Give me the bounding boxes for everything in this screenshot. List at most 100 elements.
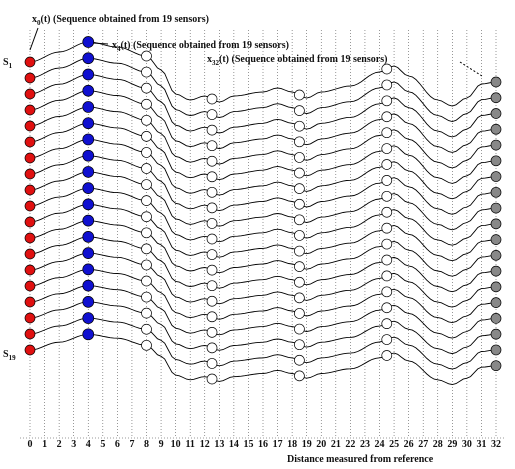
sensor-dot <box>381 254 393 266</box>
sensor-dot <box>141 98 152 110</box>
sensor-dot <box>141 243 152 255</box>
sensor-dot <box>490 360 502 372</box>
sensor-dot <box>206 155 218 167</box>
curve <box>29 57 497 122</box>
tick-label: 12 <box>200 439 210 450</box>
tick-label: 0 <box>28 439 33 450</box>
sensor-dot <box>294 214 305 226</box>
tick-label: 9 <box>159 439 164 450</box>
dots <box>24 36 502 385</box>
sensor-dot <box>206 311 218 323</box>
tick-label: 20 <box>316 439 326 450</box>
sensor-dot <box>294 167 305 179</box>
sensor-dot <box>206 124 218 136</box>
sensor-dot <box>294 323 305 335</box>
sensor-dot <box>141 50 152 62</box>
sensor-dot <box>141 259 152 271</box>
sensor-dot <box>381 270 393 282</box>
curve <box>29 171 497 231</box>
subscript: 1 <box>9 62 13 70</box>
sensor-label: S19 <box>3 349 16 362</box>
symbol: x <box>207 54 212 65</box>
curve <box>29 122 497 184</box>
tick-label: 23 <box>360 439 370 450</box>
sensor-dot <box>82 101 95 113</box>
sensor-dot <box>381 238 393 250</box>
tick-label: 2 <box>57 439 62 450</box>
sensor-dot <box>381 79 393 91</box>
sensor-dot <box>294 292 305 304</box>
sensor-dot <box>24 280 36 292</box>
symbol: x <box>32 14 37 25</box>
sensor-dot <box>24 216 36 228</box>
sensor-dot <box>141 291 152 303</box>
tick-label: 32 <box>491 439 501 450</box>
sensor-dot <box>24 248 36 260</box>
sensor-dot <box>141 163 152 174</box>
sensor-dot <box>24 152 36 164</box>
sensor-dot <box>490 281 502 293</box>
sensor-dot <box>490 155 502 167</box>
sensor-dot <box>206 264 218 276</box>
arrows <box>29 27 483 77</box>
tick-label: 17 <box>273 439 283 450</box>
arrow <box>459 61 483 77</box>
sensor-dot <box>381 95 393 107</box>
subscript: 4 <box>117 45 121 53</box>
sensor-dot <box>141 211 152 223</box>
sensor-dot <box>24 344 36 356</box>
annotation-text: (t) (Sequence obtained from 19 sensors) <box>219 54 387 65</box>
annotation: x32(t) (Sequence obtained from 19 sensor… <box>207 54 387 67</box>
curve <box>29 285 497 339</box>
sensor-dot <box>294 370 305 382</box>
sensor-dot <box>490 234 502 245</box>
tick-label: 16 <box>258 439 268 450</box>
curve <box>29 252 497 308</box>
symbol: S <box>3 349 9 360</box>
tick-label: 5 <box>100 439 105 450</box>
sensor-dot <box>490 76 502 88</box>
tick-label: 19 <box>302 439 312 450</box>
sensor-dot <box>294 261 305 272</box>
tick-label: 30 <box>462 439 472 450</box>
sensor-dot <box>490 186 502 198</box>
sensor-dot <box>24 184 36 196</box>
sensor-dot <box>141 323 152 335</box>
curve <box>29 41 497 107</box>
curve <box>29 203 497 262</box>
sensor-dot <box>294 105 305 116</box>
curve <box>29 236 497 293</box>
tick-label: 27 <box>418 439 428 450</box>
annotation-text: (t) (Sequence obtained from 19 sensors) <box>121 40 289 51</box>
annotation: x4(t) (Sequence obtained from 19 sensors… <box>112 40 289 53</box>
sensor-dot <box>206 140 218 152</box>
sensor-dot <box>206 93 218 105</box>
sensor-dot <box>206 326 218 338</box>
sensor-dot <box>206 249 218 260</box>
tick-label: 18 <box>287 439 297 450</box>
sensor-dot <box>206 186 218 198</box>
sensor-dot <box>490 202 502 214</box>
sensor-dot <box>82 214 95 227</box>
curve <box>29 220 497 277</box>
sensor-dot <box>381 143 393 154</box>
sensor-dot <box>141 227 152 239</box>
subscript: 19 <box>9 354 17 362</box>
sensor-dot <box>381 159 393 170</box>
curve <box>29 90 497 153</box>
subscript: 32 <box>212 59 220 67</box>
symbol: S <box>3 57 9 68</box>
tick-label: 21 <box>331 439 341 450</box>
sensor-dot <box>82 68 95 81</box>
curve <box>29 74 497 138</box>
sensor-dot <box>206 202 218 214</box>
tick-label: 4 <box>86 439 91 450</box>
sensor-dot <box>24 168 36 180</box>
tick-label: 15 <box>243 439 253 450</box>
curve <box>29 317 497 370</box>
tick-label: 14 <box>229 439 239 450</box>
sensor-dot <box>490 92 502 104</box>
arrow <box>29 27 39 51</box>
sensor-dot <box>206 171 218 183</box>
